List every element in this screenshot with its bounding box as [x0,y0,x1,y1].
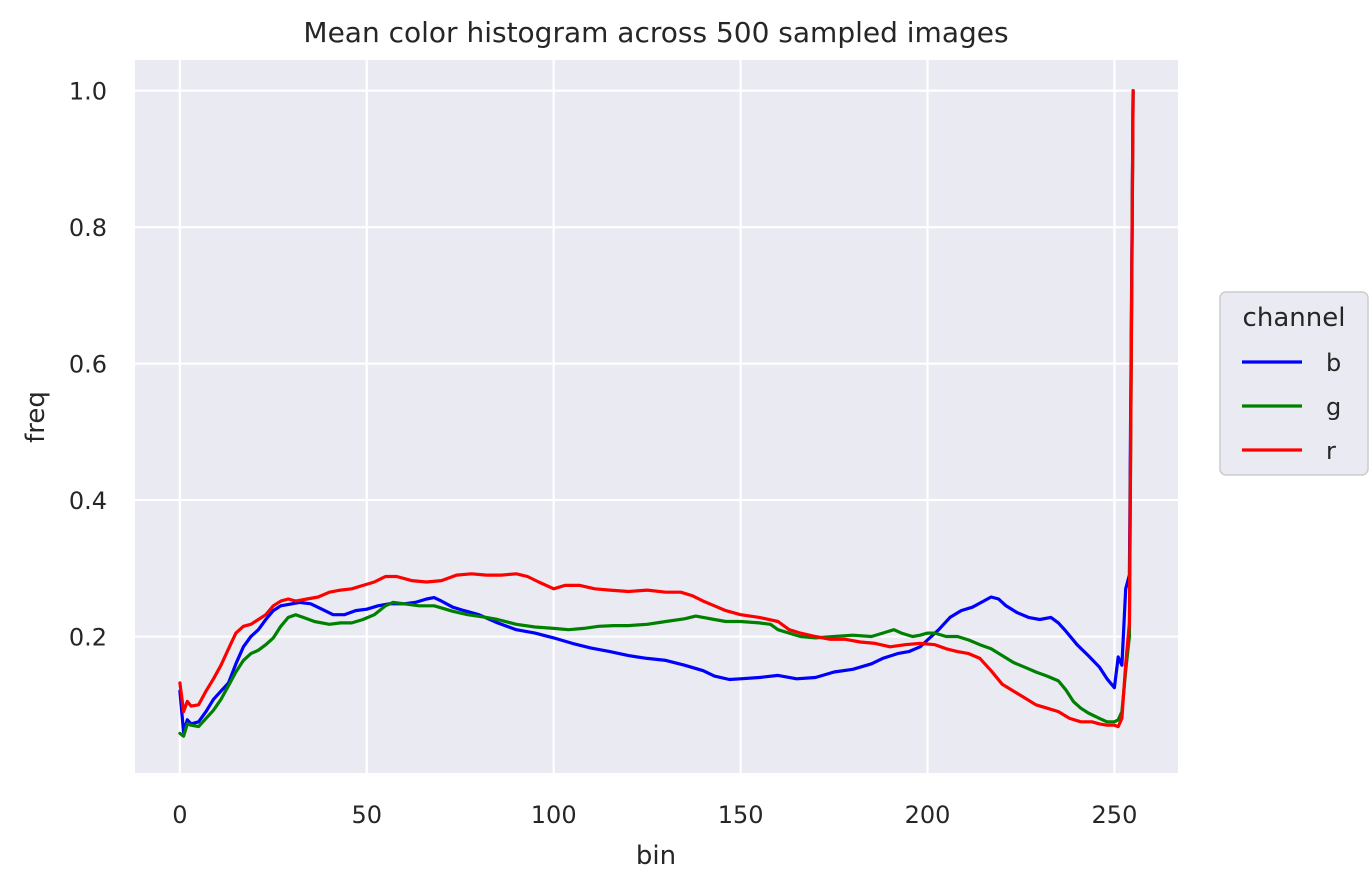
y-axis-label: freq [21,391,51,443]
x-tick-label: 150 [718,801,764,829]
grid [135,60,1178,773]
y-tick-label: 0.8 [69,214,107,242]
x-tick-label: 200 [905,801,951,829]
y-tick-labels: 0.2 0.4 0.6 0.8 1.0 [69,78,107,652]
chart-title: Mean color histogram across 500 sampled … [303,16,1008,49]
legend-label-g: g [1326,393,1341,421]
legend-label-r: r [1326,437,1336,465]
x-tick-labels: 0 50 100 150 200 250 [172,801,1137,829]
x-axis-label: bin [636,841,676,871]
plot-area [135,60,1178,773]
series-line-g [178,89,1135,738]
series-line-r [178,89,1135,729]
x-tick-label: 250 [1092,801,1138,829]
y-tick-label: 0.6 [69,351,107,379]
legend-label-b: b [1326,349,1341,377]
x-tick-label: 50 [352,801,383,829]
y-tick-label: 0.2 [69,624,107,652]
x-tick-label: 100 [531,801,577,829]
legend-box [1219,291,1369,476]
y-tick-label: 0.4 [69,487,107,515]
legend-entries: bgr [1242,349,1341,465]
series-line-b [178,89,1135,734]
y-tick-label: 1.0 [69,78,107,106]
x-tick-label: 0 [172,801,187,829]
series-layer [178,89,1135,738]
legend: channel bgr [1219,291,1369,476]
legend-title: channel [1243,303,1346,333]
